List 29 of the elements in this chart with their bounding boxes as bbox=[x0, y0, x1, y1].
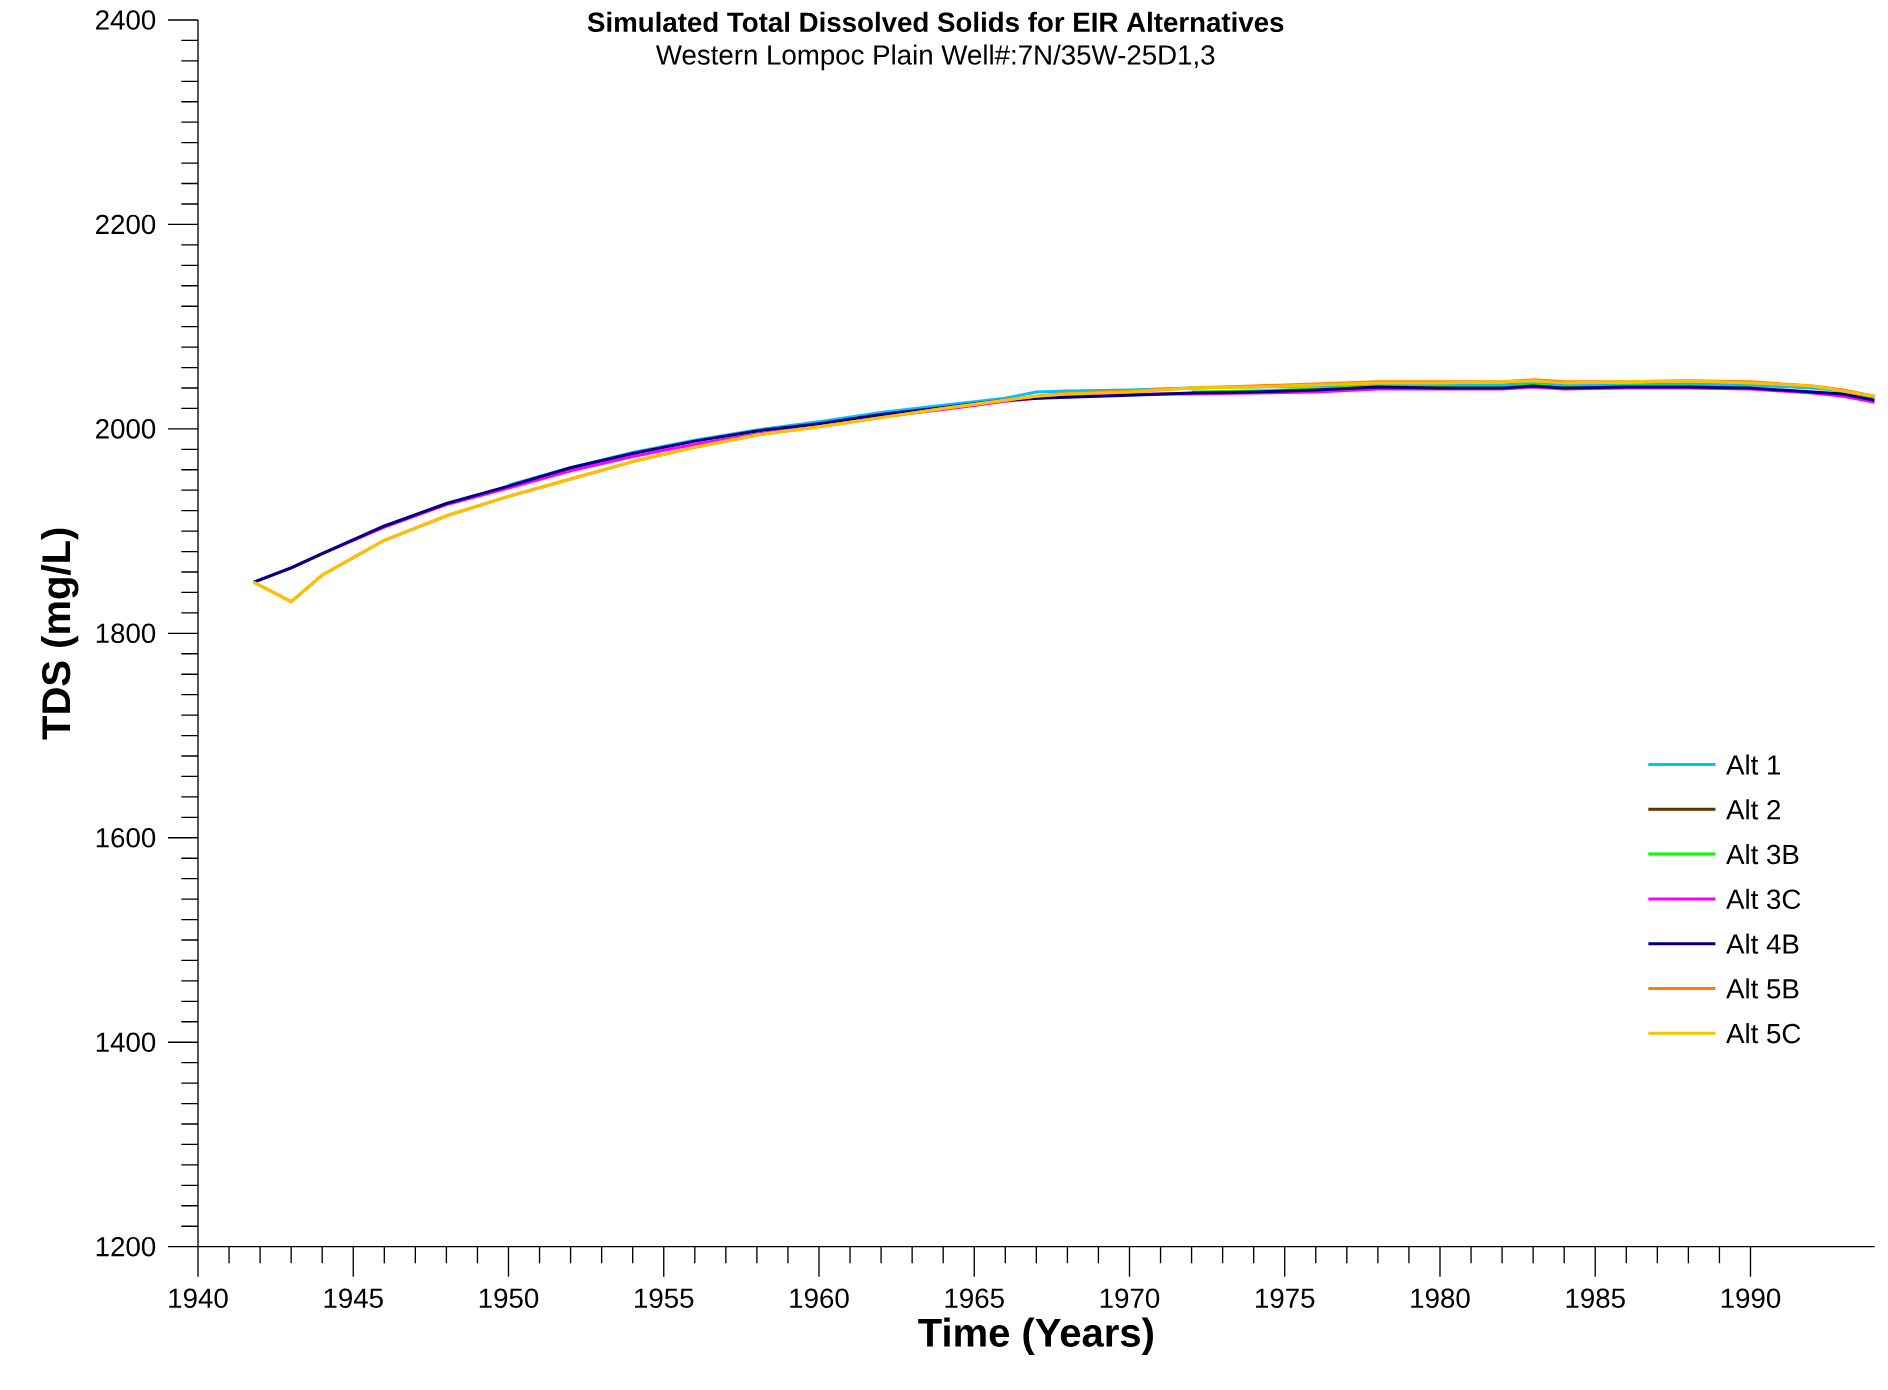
y-tick-label: 1200 bbox=[96, 1236, 156, 1257]
x-tick-label: 1950 bbox=[479, 1288, 539, 1309]
legend-label: Alt 3B bbox=[1726, 843, 1799, 865]
x-tick-label: 1985 bbox=[1566, 1288, 1625, 1309]
x-tick-label: 1965 bbox=[945, 1288, 1004, 1309]
y-tick-label: 2000 bbox=[96, 419, 156, 439]
legend-label: Alt 5B bbox=[1726, 978, 1799, 999]
y-tick-label: 1800 bbox=[96, 623, 156, 644]
x-tick-label: 1960 bbox=[790, 1288, 849, 1309]
y-tick-label: 2400 bbox=[96, 10, 156, 30]
x-tick-label: 1940 bbox=[169, 1288, 228, 1309]
x-tick-label: 1955 bbox=[635, 1288, 694, 1309]
x-axis-title: Time (Years) bbox=[918, 1317, 1153, 1355]
legend-label: Alt 3C bbox=[1726, 888, 1801, 910]
chart-title: Simulated Total Dissolved Solids for EIR Alternatives bbox=[587, 11, 1284, 33]
legend-label: Alt 4B bbox=[1726, 933, 1799, 954]
legend-label: Alt 1 bbox=[1726, 754, 1781, 775]
y-tick-label: 2200 bbox=[96, 214, 156, 235]
x-tick-label: 1975 bbox=[1256, 1288, 1315, 1309]
x-tick-label: 1970 bbox=[1100, 1288, 1160, 1309]
legend-label: Alt 2 bbox=[1726, 799, 1781, 820]
y-tick-label: 1400 bbox=[96, 1032, 156, 1053]
y-tick-label: 1600 bbox=[96, 828, 156, 848]
x-tick-label: 1990 bbox=[1721, 1288, 1781, 1309]
x-tick-label: 1945 bbox=[324, 1288, 383, 1309]
text: Western Lompoc Plain Well#:7N/35W-25D1,3 bbox=[655, 44, 1215, 71]
x-tick-label: 1980 bbox=[1411, 1288, 1470, 1309]
legend-label: Alt 5C bbox=[1726, 1023, 1801, 1044]
y-axis-title: TDS (mg/L) bbox=[41, 528, 79, 740]
